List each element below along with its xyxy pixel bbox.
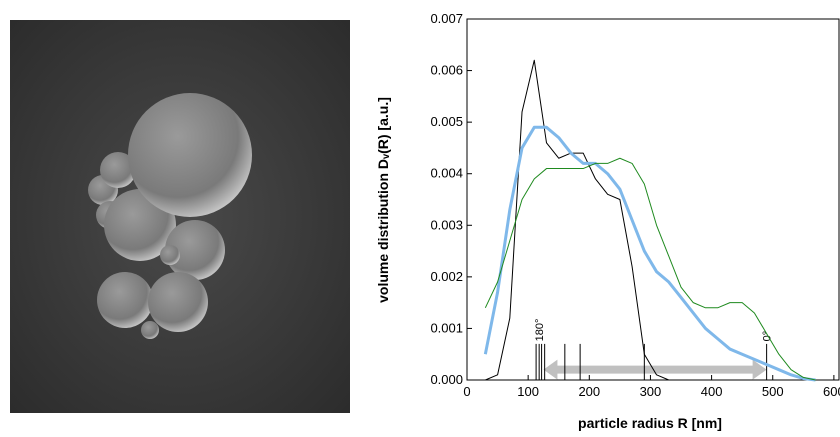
y-tick-label: 0.003 [430,217,463,232]
y-axis-label: volume distribution Dᵥ(R) [a.u.] [375,97,391,303]
sem-image [10,20,350,413]
x-axis-label: particle radius R [nm] [578,415,722,431]
y-tick-label: 0.007 [430,11,463,26]
x-tick-label: 600 [823,384,840,399]
plot-frame [466,18,840,381]
data-line [485,59,816,381]
y-tick-label: 0.002 [430,269,463,284]
annotation: 180° [534,319,546,342]
plot: 0.000 0.001 0.002 0.003 0.004 0.005 0.006 0.007… [430,11,840,399]
y-tick-label: 0.001 [430,320,463,335]
y-tick-label: 0.004 [430,166,463,181]
x-tick-label: 200 [578,384,600,399]
x-tick-label: 0 [463,384,470,399]
y-tick-label: 0.006 [430,63,463,78]
data-line [484,157,816,381]
y-tick-label: 0.005 [430,114,463,129]
y-tick-label: 0.000 [430,372,463,387]
x-tick-label: 300 [640,384,662,399]
x-tick-label: 400 [701,384,723,399]
range-arrow [543,359,767,380]
data-line [483,125,816,382]
x-tick-label: 500 [762,384,784,399]
x-tick-label: 100 [517,384,539,399]
